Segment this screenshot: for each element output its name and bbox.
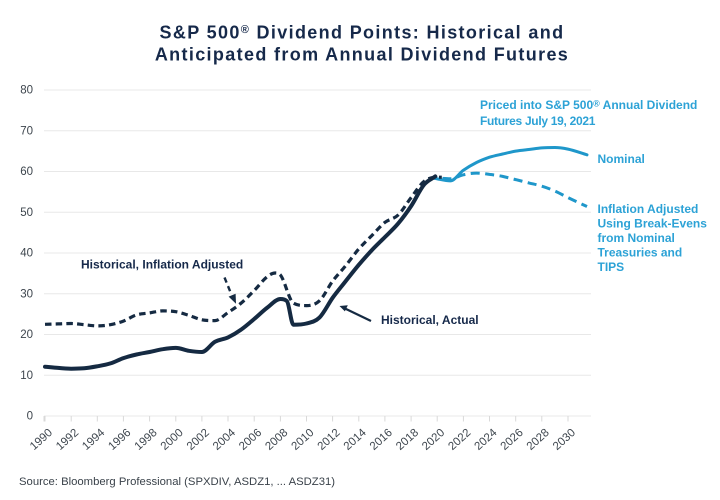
svg-text:Historical, Inflation Adjusted: Historical, Inflation Adjusted	[81, 258, 243, 272]
svg-text:S&P 500® Dividend Points: Hist: S&P 500® Dividend Points: Historical and	[160, 23, 565, 43]
svg-text:Priced into S&P 500® Annual Di: Priced into S&P 500® Annual Dividend	[480, 98, 697, 112]
svg-text:80: 80	[20, 85, 33, 97]
svg-text:10: 10	[20, 370, 33, 382]
svg-text:40: 40	[20, 248, 33, 260]
svg-text:50: 50	[20, 207, 33, 219]
svg-text:20: 20	[20, 329, 33, 341]
svg-text:Historical, Actual: Historical, Actual	[381, 313, 479, 327]
svg-text:from Nominal: from Nominal	[598, 231, 675, 245]
svg-text:60: 60	[20, 166, 33, 178]
svg-text:Anticipated from Annual Divide: Anticipated from Annual Dividend Futures	[155, 45, 569, 65]
svg-text:Inflation Adjusted: Inflation Adjusted	[598, 202, 699, 216]
svg-text:Using Break-Evens: Using Break-Evens	[598, 217, 708, 231]
svg-text:70: 70	[20, 126, 33, 138]
svg-text:Nominal: Nominal	[598, 152, 645, 166]
svg-text:Treasuries and: Treasuries and	[598, 246, 683, 260]
svg-text:TIPS: TIPS	[598, 260, 625, 274]
svg-text:30: 30	[20, 289, 33, 301]
svg-text:Source: Bloomberg Professional: Source: Bloomberg Professional (SPXDIV, …	[19, 476, 335, 488]
svg-text:Futures July 19, 2021: Futures July 19, 2021	[480, 114, 596, 128]
svg-text:0: 0	[27, 411, 33, 423]
